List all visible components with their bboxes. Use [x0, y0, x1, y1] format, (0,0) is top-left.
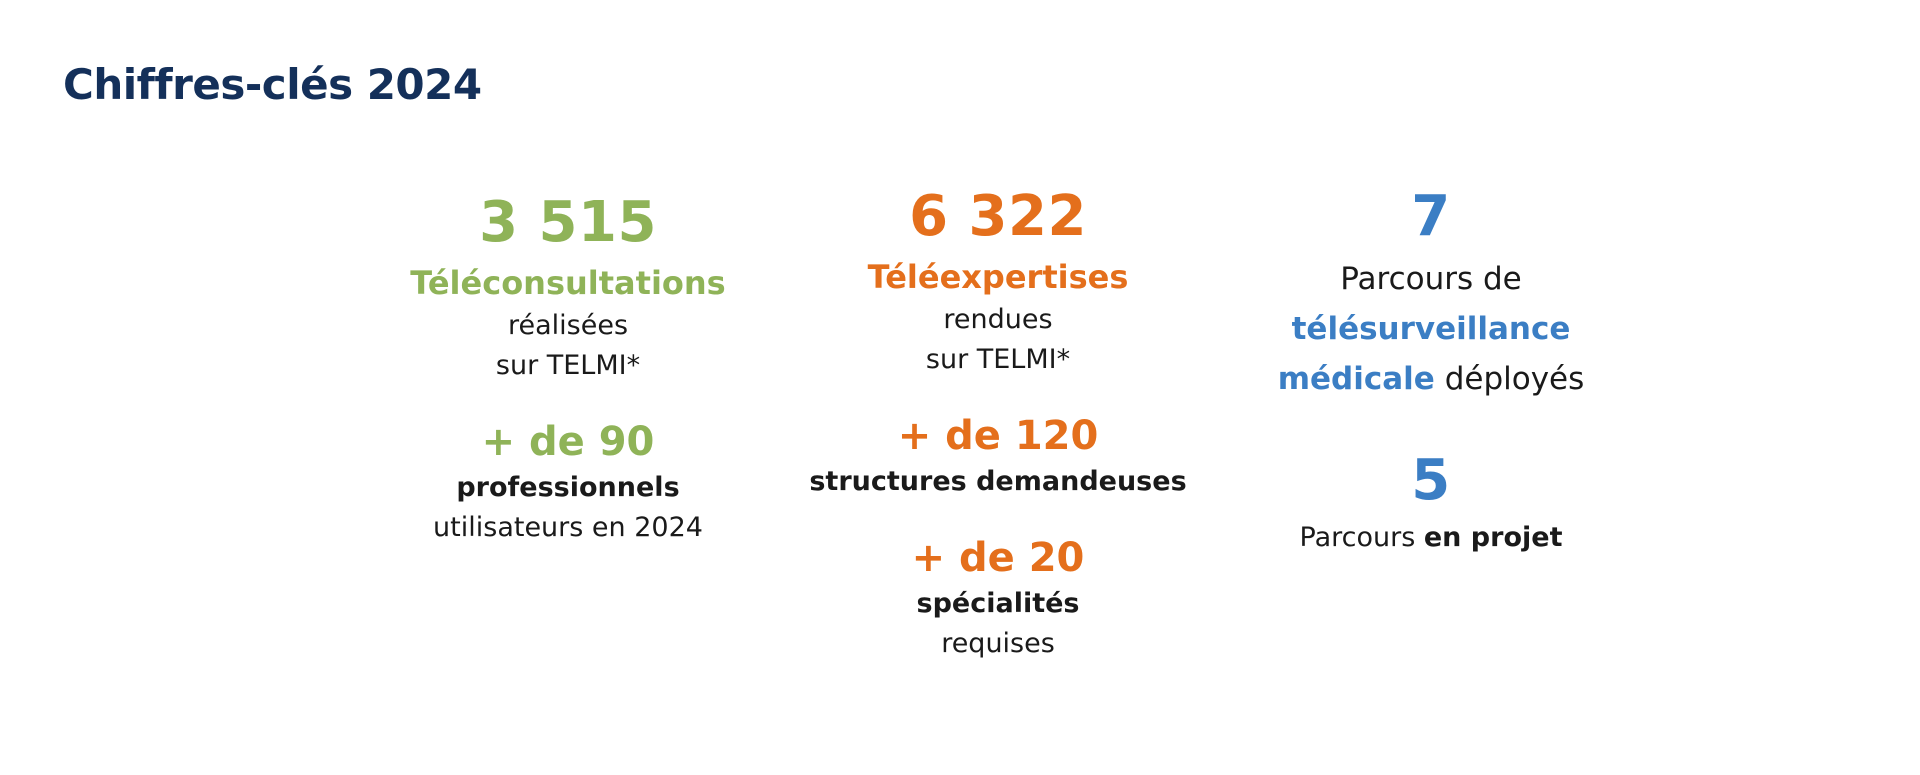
- teleconsultation-count: 3 515: [479, 190, 657, 255]
- teleconsultation-label: Téléconsultations: [410, 264, 726, 302]
- telesurveillance-label-2: médicale: [1277, 361, 1435, 397]
- specialties-label: spécialités: [916, 588, 1080, 619]
- telesurveillance-count: 7: [1411, 184, 1451, 249]
- teleconsultation-column: 3 515 Téléconsultations réalisées sur TE…: [348, 186, 788, 548]
- specialties-count: + de 20: [911, 535, 1085, 581]
- teleconsultation-line-2: sur TELMI*: [495, 350, 641, 381]
- teleexpertise-label: Téléexpertises: [867, 258, 1129, 296]
- teleconsultation-line-1: réalisées: [507, 310, 629, 341]
- page-title: Chiffres-clés 2024: [63, 60, 482, 109]
- project-line: Parcours en projet: [1211, 518, 1651, 558]
- teleexpertise-line-1: rendues: [943, 304, 1053, 335]
- teleexpertise-count: 6 322: [909, 184, 1087, 249]
- structures-label: structures demandeuses: [809, 466, 1187, 497]
- project-bold: en projet: [1423, 522, 1563, 553]
- telesurveillance-suffix: déployés: [1444, 361, 1585, 397]
- teleexpertise-line-2: sur TELMI*: [925, 344, 1071, 375]
- telesurveillance-line-1: Parcours de: [1340, 261, 1522, 297]
- telesurveillance-label-1: télésurveillance: [1291, 311, 1571, 347]
- project-prefix: Parcours: [1299, 522, 1416, 553]
- professionals-label: professionnels: [456, 472, 680, 503]
- project-count: 5: [1411, 448, 1451, 513]
- structures-count: + de 120: [897, 413, 1099, 459]
- professionals-count: + de 90: [481, 419, 655, 465]
- telesurveillance-label-line: médicale déployés: [1211, 354, 1651, 404]
- teleexpertise-column: 6 322 Téléexpertises rendues sur TELMI* …: [778, 180, 1218, 664]
- professionals-line: utilisateurs en 2024: [433, 512, 703, 543]
- telesurveillance-column: 7 Parcours de télésurveillance médicale …: [1211, 180, 1651, 558]
- specialties-line: requises: [941, 628, 1055, 659]
